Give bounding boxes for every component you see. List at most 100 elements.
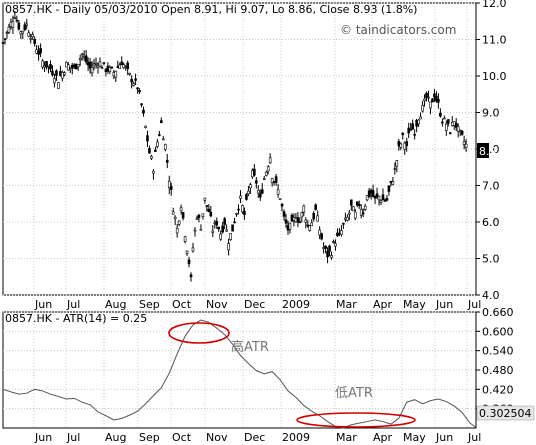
price-bar-body [363, 205, 367, 210]
price-bar-body [120, 61, 124, 66]
price-bar-body [302, 205, 306, 213]
price-x-tick-label: Jun [435, 298, 453, 311]
price-bar-body [39, 48, 42, 54]
price-bar-body [175, 228, 179, 234]
price-bar-body [245, 194, 248, 200]
price-bar-body [421, 105, 424, 112]
price-bar-body [298, 221, 302, 224]
atr-x-tick-label: Jun [34, 431, 52, 444]
atr-y-tick-label: 0.540 [482, 345, 514, 358]
atr-x-tick-label: May [403, 431, 426, 444]
price-bar-body [373, 195, 377, 199]
price-bar-body [353, 211, 357, 219]
price-bar-body [144, 125, 147, 128]
price-x-tick-label: May [403, 298, 426, 311]
atr-x-tick-label: Jul [467, 431, 481, 444]
price-bar-body [391, 181, 395, 185]
price-bar-body [399, 143, 403, 148]
price-bar-body [249, 184, 252, 189]
price-bar-body [253, 168, 256, 176]
price-bar-body [158, 134, 161, 136]
price-bar-body [417, 119, 420, 124]
price-bar-body [177, 220, 181, 225]
price-bar-body [427, 96, 430, 99]
price-bar-body [342, 223, 345, 225]
price-bar-body [3, 38, 7, 41]
atr-x-tick-label: Sep [139, 431, 160, 444]
last-atr-tag-label: 0.302504 [479, 407, 532, 420]
price-bar-body [288, 222, 292, 230]
price-bar-body [84, 55, 88, 63]
price-bar-body [45, 61, 48, 68]
price-bar-body [140, 103, 143, 106]
price-bar-body [377, 195, 381, 201]
price-bar-body [90, 67, 94, 74]
price-bar-body [203, 197, 207, 201]
price-bar-body [314, 204, 317, 210]
atr-x-tick-label: Dec [244, 431, 265, 444]
last-atr-tag [476, 405, 535, 421]
price-bar-body [445, 123, 448, 131]
price-bar-body [167, 180, 171, 188]
price-bar-body [5, 32, 9, 35]
price-bar-body [235, 212, 238, 215]
price-bar-body [237, 208, 240, 211]
price-bar-body [55, 70, 58, 76]
price-bar-body [429, 101, 432, 109]
price-bar-body [446, 119, 450, 124]
price-x-tick-label: Dec [244, 298, 265, 311]
price-bar-body [108, 67, 112, 72]
price-bar-body [280, 203, 284, 207]
price-bar-body [268, 157, 272, 164]
atr-x-tick-label: Oct [172, 431, 192, 444]
price-bar-body [405, 141, 409, 146]
price-x-tick-label: Jun [34, 298, 52, 311]
price-bar-body [411, 123, 414, 130]
price-x-tick-label: Mar [336, 298, 357, 311]
price-bar-body [23, 24, 27, 31]
price-bar-body [383, 200, 387, 202]
price-bar-body [425, 92, 428, 98]
price-bar-body [217, 226, 221, 230]
price-x-tick-label: Oct [172, 298, 192, 311]
price-bar-body [193, 229, 197, 232]
atr-series-line [2, 319, 477, 429]
price-bar-body [221, 225, 224, 233]
price-bar-body [355, 201, 359, 206]
price-panel: 0857.HK - Daily 05/03/2010 Open 8.91, Hi… [1, 0, 507, 311]
price-bar-body [163, 143, 167, 150]
price-bar-body [171, 211, 175, 215]
price-bar-body [266, 166, 270, 172]
price-bar-body [304, 219, 308, 223]
price-bar-body [225, 229, 228, 232]
price-bar-body [162, 138, 165, 141]
price-bar-body [15, 19, 19, 22]
price-x-tick-label: Nov [206, 298, 228, 311]
price-bar-body [397, 141, 401, 146]
price-bar-body [239, 195, 242, 199]
price-bar-body [454, 123, 458, 128]
price-bar-body [41, 60, 44, 68]
atr-x-tick-label: 2009 [282, 431, 310, 444]
price-bar-body [29, 37, 33, 40]
price-bar-body [282, 211, 286, 217]
price-x-tick-label: Jul [66, 298, 80, 311]
price-bar-body [223, 218, 226, 225]
price-bar-body [146, 135, 149, 142]
price-bar-body [365, 195, 369, 201]
atr-y-tick-label: 0.600 [482, 325, 514, 338]
price-bar-body [181, 212, 185, 219]
price-bar-body [274, 176, 278, 183]
price-bar-body [98, 61, 102, 67]
atr-x-tick-label: Jun [435, 431, 453, 444]
price-bar-body [324, 245, 327, 249]
price-x-tick-label: Sep [139, 298, 160, 311]
price-bar-body [219, 233, 222, 240]
price-bar-body [260, 189, 264, 194]
low-atr-circle [296, 412, 416, 428]
price-candles [1, 11, 468, 282]
last-price-tag [477, 143, 489, 158]
price-x-tick-label: Aug [105, 298, 126, 311]
price-bar-body [130, 78, 133, 83]
price-bar-body [11, 21, 15, 28]
